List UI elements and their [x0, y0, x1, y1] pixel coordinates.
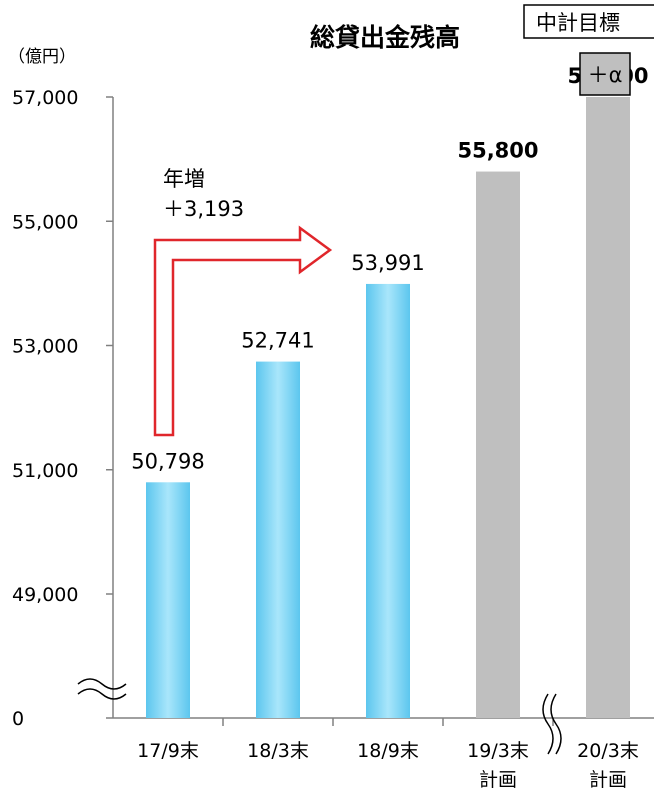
- category-label: 18/9末: [357, 740, 419, 762]
- y-tick-label: 51,000: [12, 460, 78, 482]
- growth-arrow: [153, 225, 333, 437]
- category-label: 19/3末: [467, 740, 529, 762]
- y-axis-unit-label: （億円）: [8, 47, 76, 67]
- y-tick-label: 53,000: [12, 336, 78, 358]
- y-tick-label: 55,000: [12, 211, 78, 233]
- bar-1: [146, 482, 190, 718]
- value-label: 52,741: [241, 329, 314, 353]
- y-axis-break-mark: [77, 678, 127, 700]
- x-axis-break-mark: [542, 693, 562, 755]
- x-axis-ticks: [222, 718, 554, 726]
- value-label: 53,991: [351, 251, 424, 275]
- y-tick-label: 57,000: [12, 87, 78, 109]
- bar-2: [256, 361, 300, 718]
- growth-annotation-line2: ＋3,193: [163, 197, 244, 221]
- y-axis-ticks: 57,000 55,000 53,000 51,000 49,000 0: [12, 87, 113, 730]
- target-box: 中計目標: [523, 4, 654, 39]
- category-sublabel: 計画: [479, 769, 517, 791]
- value-label: 50,798: [131, 449, 204, 473]
- category-label: 17/9末: [137, 740, 199, 762]
- bar-3: [366, 283, 410, 718]
- category-label: 18/3末: [247, 740, 309, 762]
- y-tick-label: 0: [12, 708, 24, 730]
- category-label: 20/3末: [577, 740, 639, 762]
- chart-title: 総貸出金残高: [310, 23, 460, 52]
- bars: [146, 97, 630, 719]
- target-box-label: 中計目標: [536, 11, 620, 35]
- plus-alpha-label: ＋α: [588, 63, 623, 87]
- bar-5: [586, 97, 630, 718]
- category-sublabel: 計画: [589, 769, 627, 791]
- bar-4: [476, 171, 520, 719]
- y-tick-label: 49,000: [12, 584, 78, 606]
- growth-annotation-line1: 年増: [163, 167, 205, 191]
- value-label: 55,800: [457, 139, 538, 163]
- plus-alpha-box: ＋α: [579, 52, 631, 96]
